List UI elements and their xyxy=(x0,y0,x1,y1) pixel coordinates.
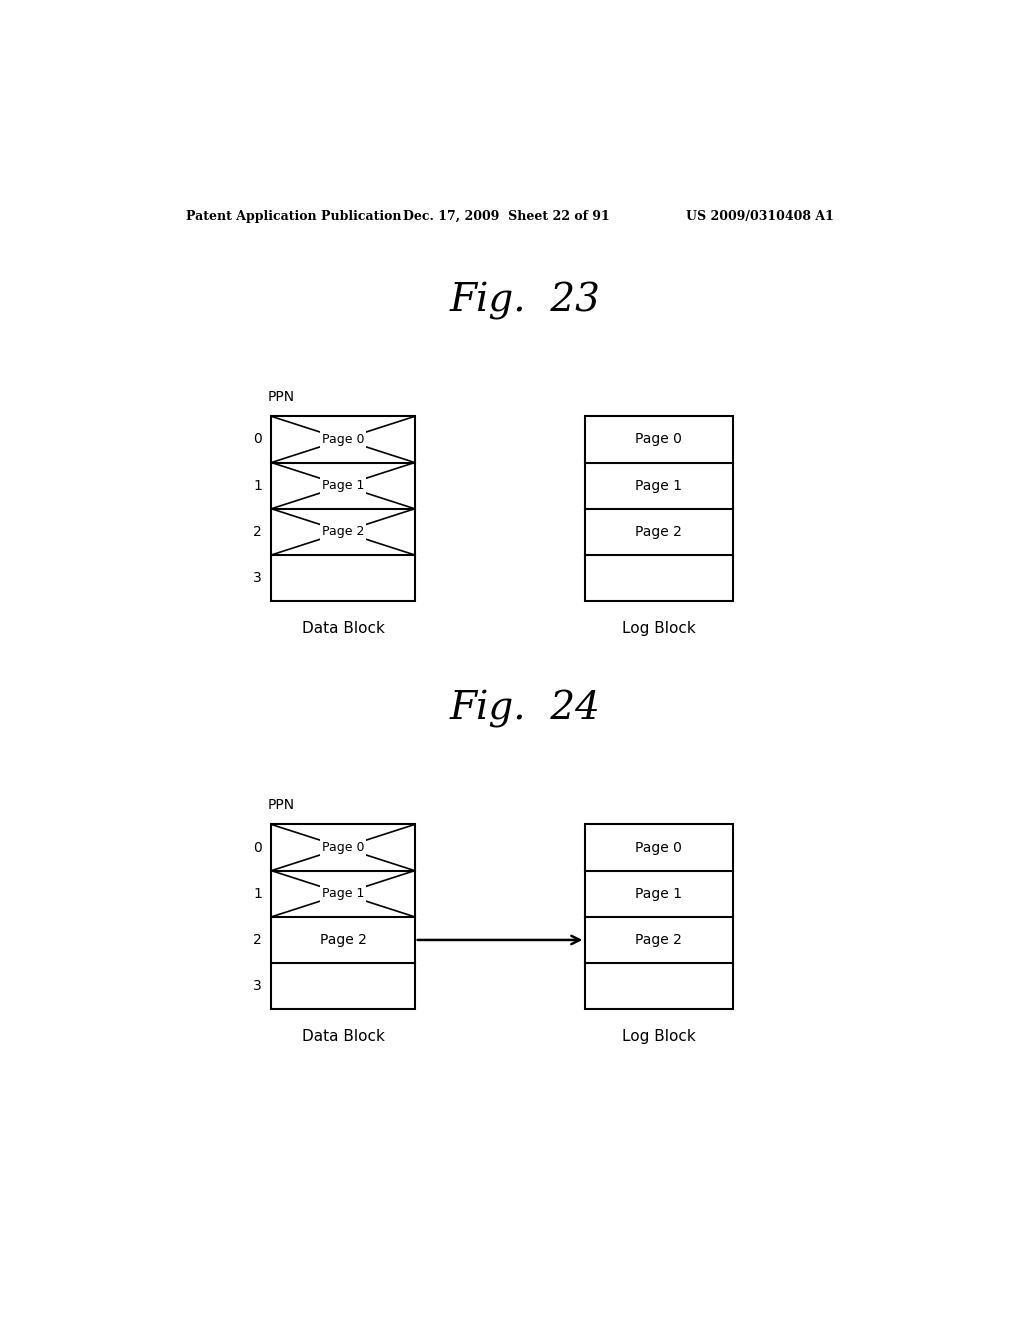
Text: Page 1: Page 1 xyxy=(635,887,682,900)
Text: 1: 1 xyxy=(253,887,262,900)
Text: 1: 1 xyxy=(253,479,262,492)
Text: US 2009/0310408 A1: US 2009/0310408 A1 xyxy=(686,210,834,223)
Text: Page 1: Page 1 xyxy=(635,479,682,492)
Text: Page 0: Page 0 xyxy=(322,433,365,446)
Text: Page 0: Page 0 xyxy=(322,841,365,854)
Text: PPN: PPN xyxy=(267,391,295,404)
Text: Page 2: Page 2 xyxy=(319,933,367,946)
Text: Fig.  24: Fig. 24 xyxy=(450,690,600,727)
Text: Page 1: Page 1 xyxy=(322,887,365,900)
Text: Page 1: Page 1 xyxy=(322,479,365,492)
Text: 3: 3 xyxy=(253,572,262,585)
Bar xyxy=(586,825,732,1010)
Text: Fig.  23: Fig. 23 xyxy=(450,282,600,319)
Text: 2: 2 xyxy=(253,525,262,539)
Text: Dec. 17, 2009  Sheet 22 of 91: Dec. 17, 2009 Sheet 22 of 91 xyxy=(403,210,610,223)
Text: 2: 2 xyxy=(253,933,262,946)
Text: Log Block: Log Block xyxy=(622,1028,695,1044)
Text: Page 0: Page 0 xyxy=(636,433,682,446)
Bar xyxy=(271,825,415,1010)
Bar xyxy=(586,416,732,601)
Bar xyxy=(271,416,415,601)
Text: 0: 0 xyxy=(253,433,262,446)
Text: Page 2: Page 2 xyxy=(322,525,365,539)
Text: Log Block: Log Block xyxy=(622,620,695,636)
Text: Page 0: Page 0 xyxy=(636,841,682,854)
Text: 0: 0 xyxy=(253,841,262,854)
Text: 3: 3 xyxy=(253,979,262,993)
Text: Data Block: Data Block xyxy=(302,1028,384,1044)
Text: Page 2: Page 2 xyxy=(636,933,682,946)
Text: Patent Application Publication: Patent Application Publication xyxy=(186,210,401,223)
Text: Page 2: Page 2 xyxy=(636,525,682,539)
Text: PPN: PPN xyxy=(267,799,295,812)
Text: Data Block: Data Block xyxy=(302,620,384,636)
